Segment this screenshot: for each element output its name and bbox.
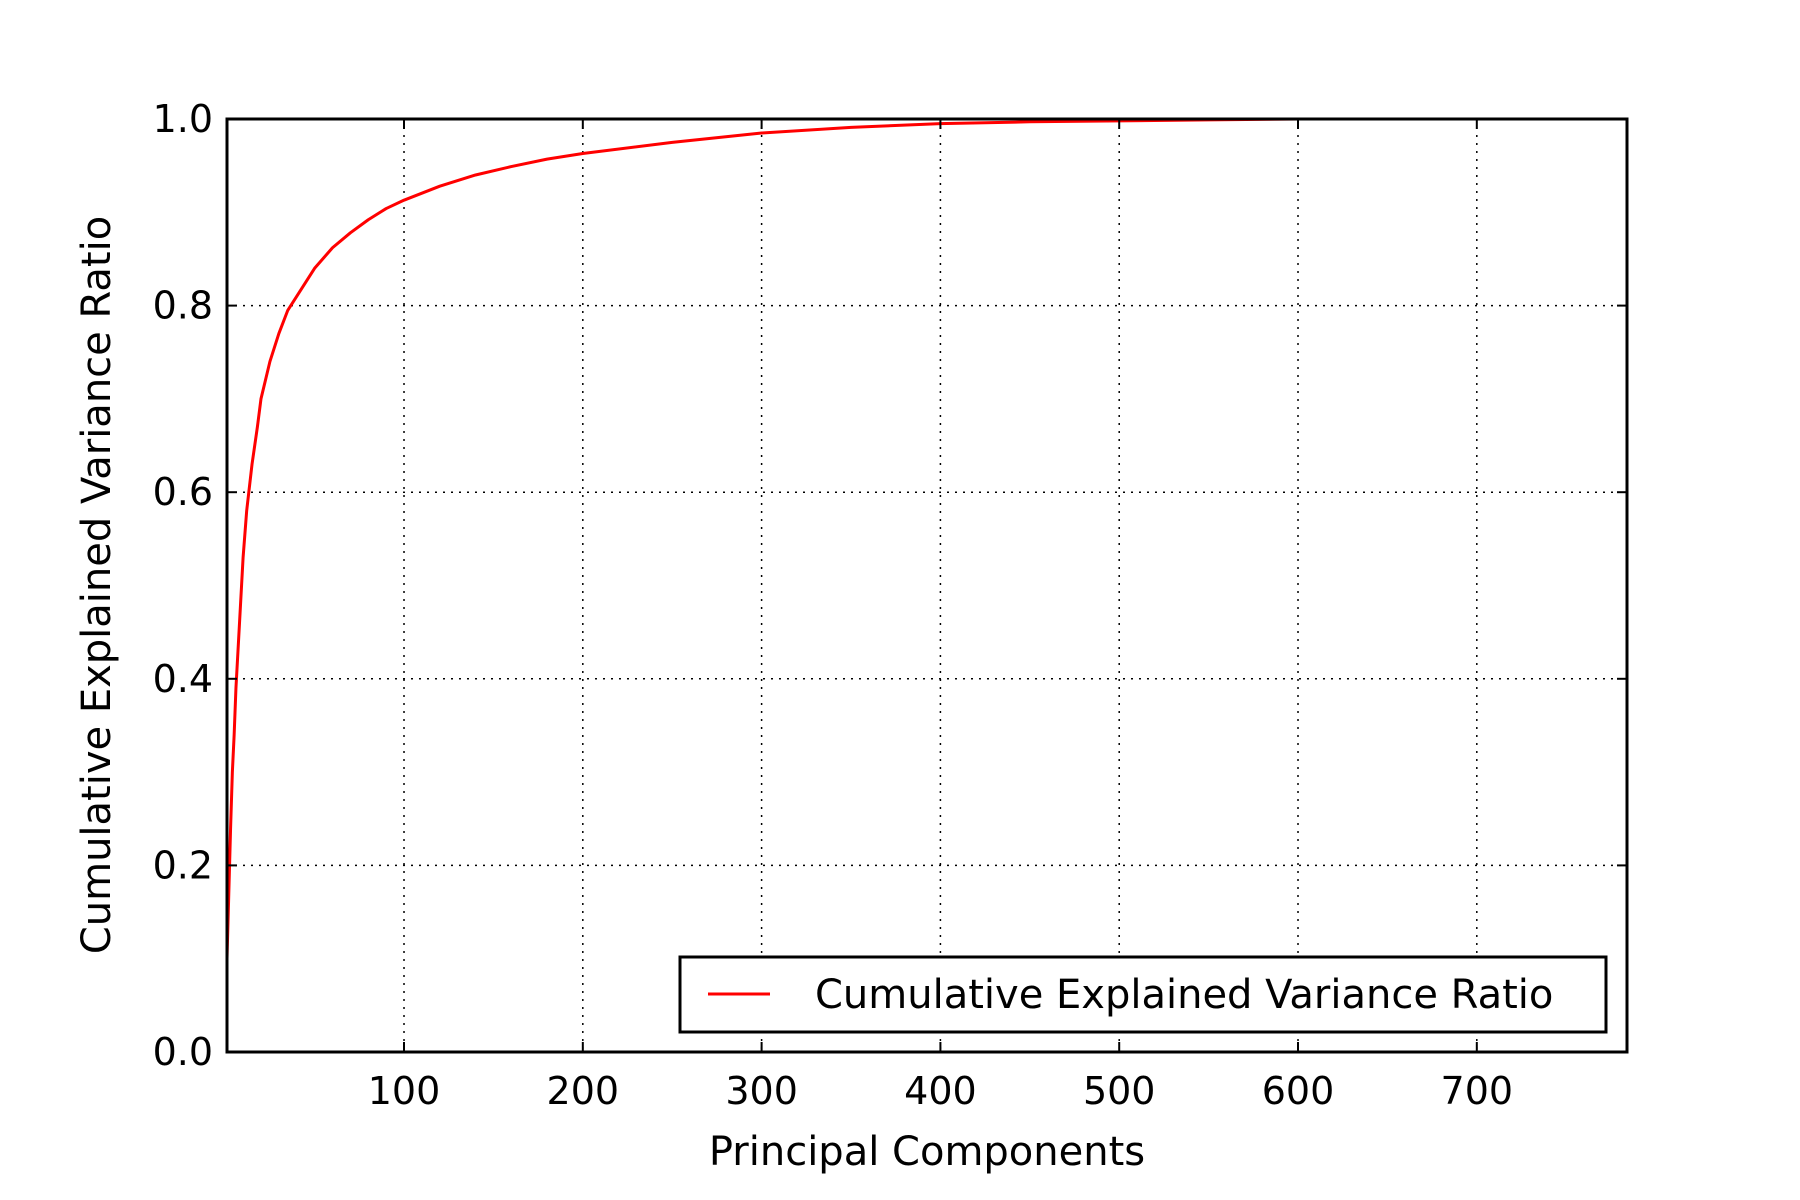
y-axis-title: Cumulative Explained Variance Ratio <box>74 216 120 954</box>
series-line <box>225 117 1627 959</box>
plot-background <box>227 119 1627 1052</box>
x-tick-label: 200 <box>547 1069 620 1113</box>
x-tick-label: 100 <box>368 1069 441 1113</box>
x-tick-label: 300 <box>725 1069 798 1113</box>
y-tick-label: 0.8 <box>153 284 213 328</box>
legend-label: Cumulative Explained Variance Ratio <box>815 972 1553 1018</box>
x-tick-label: 500 <box>1083 1069 1156 1113</box>
y-tick-label: 0.4 <box>153 657 213 701</box>
x-axis-title: Principal Components <box>709 1129 1145 1175</box>
x-tick-label: 400 <box>904 1069 977 1113</box>
y-tick-label: 1.0 <box>153 97 213 141</box>
x-tick-label: 600 <box>1262 1069 1335 1113</box>
tick-labels: 100 200 300 400 500 600 700 0.0 0.2 0.4 0.6 0.8 1.0 <box>153 97 1514 1113</box>
y-tick-label: 0.6 <box>153 470 213 514</box>
series-layer <box>225 117 1627 959</box>
legend: Cumulative Explained Variance Ratio <box>678 955 1608 1034</box>
legend-box <box>678 955 1608 1034</box>
y-tick-label: 0.0 <box>153 1030 213 1074</box>
x-tick-label: 700 <box>1441 1069 1514 1113</box>
y-tick-label: 0.2 <box>153 843 213 887</box>
plot-frame <box>225 117 1629 1054</box>
ticks <box>227 118 1627 1053</box>
grid <box>227 119 1627 1052</box>
